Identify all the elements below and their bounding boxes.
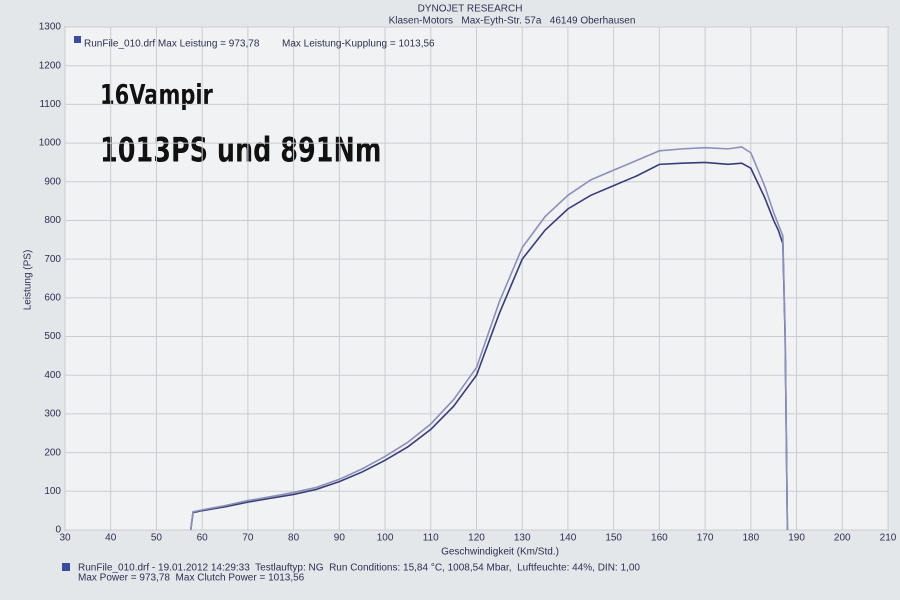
x-tick-label: 40	[105, 533, 117, 544]
y-tick-label: 100	[44, 486, 61, 497]
footer-icon	[62, 563, 70, 571]
x-tick-label: 60	[197, 533, 209, 544]
legend-entry: RunFile_010.drf Max Leistung = 973,78	[84, 39, 260, 50]
y-tick-label: 1000	[39, 138, 62, 149]
x-tick-label: 200	[834, 533, 851, 544]
annotation: 1013PS und 891Nm	[100, 131, 381, 171]
y-axis-label: Leistung (PS)	[23, 250, 34, 311]
x-tick-label: 110	[423, 533, 439, 544]
y-tick-label: 1200	[39, 60, 62, 71]
x-tick-label: 170	[697, 533, 714, 544]
y-tick-label: 400	[44, 370, 61, 381]
x-tick-label: 210	[880, 533, 897, 544]
line	[189, 161, 789, 531]
y-tick-label: 1300	[39, 22, 62, 33]
y-tick-label: 1100	[39, 99, 61, 110]
y-tick-label: 600	[44, 292, 61, 303]
y-tick-label: 700	[44, 254, 61, 265]
y-tick-label: 500	[44, 331, 61, 342]
x-tick-label: 100	[377, 533, 394, 544]
x-tick-label: 120	[468, 533, 485, 544]
x-tick-label: 140	[560, 533, 577, 544]
y-tick-label: 900	[44, 176, 61, 187]
legend-entry: Max Leistung-Kupplung = 1013,56	[282, 39, 435, 50]
line	[189, 146, 789, 531]
footer-text: Max Power = 973,78 Max Clutch Power = 10…	[78, 573, 305, 584]
x-tick-label: 90	[334, 533, 346, 544]
x-tick-label: 180	[742, 533, 759, 544]
x-tick-label: 50	[151, 533, 163, 544]
footer-text: RunFile_010.drf - 19.01.2012 14:29:33 Te…	[78, 563, 640, 574]
x-axis-label: Geschwindigkeit (Km/Std.)	[441, 547, 559, 558]
chart-title: DYNOJET RESEARCH	[418, 4, 523, 15]
x-tick-label: 70	[242, 533, 254, 544]
x-tick-label: 80	[288, 533, 300, 544]
x-tick-label: 190	[788, 533, 805, 544]
y-tick-label: 200	[44, 447, 61, 458]
x-tick-label: 30	[59, 533, 71, 544]
y-tick-label: 300	[44, 409, 61, 420]
y-tick-label: 800	[44, 215, 61, 226]
y-tick-label: 0	[55, 525, 61, 536]
x-tick-label: 130	[514, 533, 531, 544]
x-tick-label: 160	[651, 533, 668, 544]
x-tick-label: 150	[605, 533, 622, 544]
legend-icon	[74, 36, 81, 43]
chart-subtitle: Klasen-Motors Max-Eyth-Str. 57a 46149 Ob…	[389, 16, 636, 27]
